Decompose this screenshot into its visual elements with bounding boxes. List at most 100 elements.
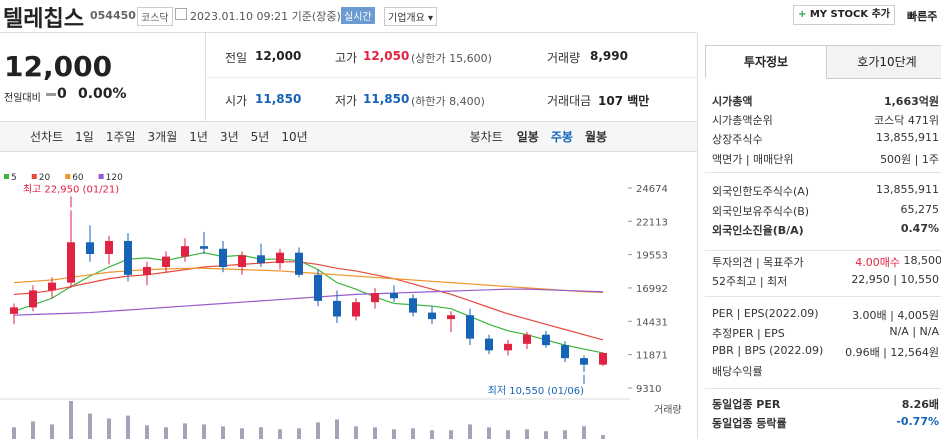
company-info-button[interactable]: 기업개요 ▾ <box>384 7 438 26</box>
period-tab[interactable]: 1주일 <box>105 130 136 144</box>
cell-value: 11,850 <box>363 92 410 106</box>
invest-row: 52주최고 | 최저 22,950 | 10,550 <box>712 273 941 289</box>
cell-value: 12,050 <box>363 49 410 63</box>
candle-body <box>29 290 37 308</box>
invest-row: 배당수익률 <box>712 363 941 379</box>
row-label: 52주최고 | 최저 <box>712 275 788 288</box>
y-tick-label: 11871 <box>636 351 668 362</box>
row-label: 동일업종 PER <box>712 398 781 411</box>
period-tab[interactable]: 3개월 <box>147 130 178 144</box>
annotation: 최저 10,550 (01/06) <box>488 385 584 397</box>
candle-body <box>295 252 303 275</box>
row-value: 0.96배 | 12,564원 <box>845 346 939 359</box>
cell-label: 고가 <box>335 51 358 65</box>
annotation: 최고 22,950 (01/21) <box>23 183 119 195</box>
volume-bar <box>316 422 320 439</box>
row-value: 18,500 <box>903 254 941 267</box>
divider <box>705 388 941 389</box>
invest-row: PBR | BPS (2022.09) 0.96배 | 12,564원 <box>712 344 941 359</box>
market-badge: 코스닥 <box>137 7 173 26</box>
invest-row: PER | EPS(2022.09) 3.00배 | 4,005원 <box>712 307 941 322</box>
period-tab[interactable]: 일봉 <box>516 130 539 144</box>
legend-swatch <box>4 174 9 179</box>
y-tick-label: 9310 <box>636 384 661 395</box>
period-tabs: 선차트 1일 1주일 3개월 1년 3년 5년 10년 봉차트 일봉 주봉 월봉 <box>30 128 619 145</box>
mystock-button[interactable]: + MY STOCK 추가 <box>793 5 895 25</box>
change-rate: 0.00% <box>78 86 127 102</box>
volume-bar <box>297 428 301 439</box>
row-label: 시가총액 <box>712 95 753 108</box>
volume-bar <box>335 419 339 439</box>
period-tab[interactable]: 1년 <box>189 130 208 144</box>
volume-bar <box>525 429 529 439</box>
volume-bar <box>373 427 377 439</box>
candle-body <box>333 300 341 317</box>
y-tick-label: 24674 <box>636 184 668 195</box>
row-label: 액면가 | 매매단위 <box>712 153 794 166</box>
volume-bar <box>183 423 187 439</box>
invest-row: 투자의견 | 목표주가 4.00매수 18,500 <box>712 254 941 270</box>
row-value: N/A | N/A <box>889 325 939 338</box>
row-value: 13,855,911 <box>876 131 939 144</box>
price-chart: 5 20 60 120 9310 11871 14431 16992 19553 22113 246… <box>0 173 682 439</box>
cell-label: 시가 <box>225 94 248 108</box>
row-label: 배당수익률 <box>712 365 763 378</box>
candle-body <box>561 345 569 359</box>
legend-label: 60 <box>72 173 84 183</box>
divider <box>705 250 941 251</box>
row-label: 동일업종 등락률 <box>712 417 787 430</box>
cell-label: 거래량 <box>547 51 581 65</box>
row-value: 65,275 <box>900 203 940 216</box>
quick-order[interactable]: 빠른주 <box>907 10 938 23</box>
row-label: 시가총액순위 <box>712 114 773 127</box>
period-tab[interactable]: 1일 <box>75 130 94 144</box>
volume-bar <box>582 426 586 439</box>
period-tab[interactable]: 5년 <box>250 130 270 144</box>
tab[interactable]: 호가10단계 <box>826 45 941 79</box>
mystock-label: MY STOCK 추가 <box>809 9 891 20</box>
volume-bar <box>259 427 263 439</box>
cell-label: 거래대금 <box>547 94 592 108</box>
volume-bar <box>31 421 35 439</box>
row-label: PER | EPS(2022.09) <box>712 307 819 320</box>
candle-body <box>105 240 113 254</box>
legend-swatch <box>65 174 71 179</box>
row-value: 13,855,911 <box>876 183 939 196</box>
volume-label: 거래량 <box>654 404 682 416</box>
cell-note: (상한가 15,600) <box>411 52 492 65</box>
period-tab[interactable]: 10년 <box>281 130 308 144</box>
flat-icon <box>46 93 56 96</box>
volume-bar <box>107 418 111 439</box>
row-value: 4.00매수 <box>855 256 900 269</box>
datetime: 2023.01.10 09:21 기준(장중) <box>190 10 341 23</box>
chart-tab-bar <box>0 121 697 152</box>
volume-bar <box>164 427 168 439</box>
tab-selected[interactable]: 투자정보 <box>705 45 827 78</box>
row-value: 0.47% <box>900 222 939 235</box>
divider <box>697 33 698 439</box>
volume-bar <box>126 415 130 439</box>
candle-body <box>238 255 246 268</box>
period-tab[interactable]: 3년 <box>219 130 239 144</box>
period-tab[interactable]: 주봉 <box>550 130 573 144</box>
volume-bar <box>240 428 244 439</box>
row-label: 추정PER | EPS <box>712 327 785 340</box>
invest-row: 외국인한도주식수(A) 13,855,911 <box>712 183 941 199</box>
candle-body <box>542 334 550 346</box>
tab-group-label: 봉차트 <box>469 130 503 144</box>
change-label: 전일대비 <box>4 93 41 104</box>
divider <box>205 33 206 121</box>
invest-row: 상장주식수 13,855,911 <box>712 131 941 147</box>
candle-body <box>409 298 417 313</box>
row-label: 외국인보유주식수(B) <box>712 205 810 218</box>
period-tab[interactable]: 월봉 <box>584 130 608 144</box>
invest-row: 동일업종 PER 8.26배 <box>712 396 941 412</box>
row-label: 투자의견 | 목표주가 <box>712 256 804 269</box>
row-value: 500원 | 1주 <box>880 153 939 166</box>
candle-body <box>447 315 455 320</box>
row-value: 3.00배 | 4,005원 <box>852 309 939 322</box>
legend-label: 5 <box>11 173 17 183</box>
volume-bar <box>221 426 225 439</box>
divider <box>705 172 941 173</box>
